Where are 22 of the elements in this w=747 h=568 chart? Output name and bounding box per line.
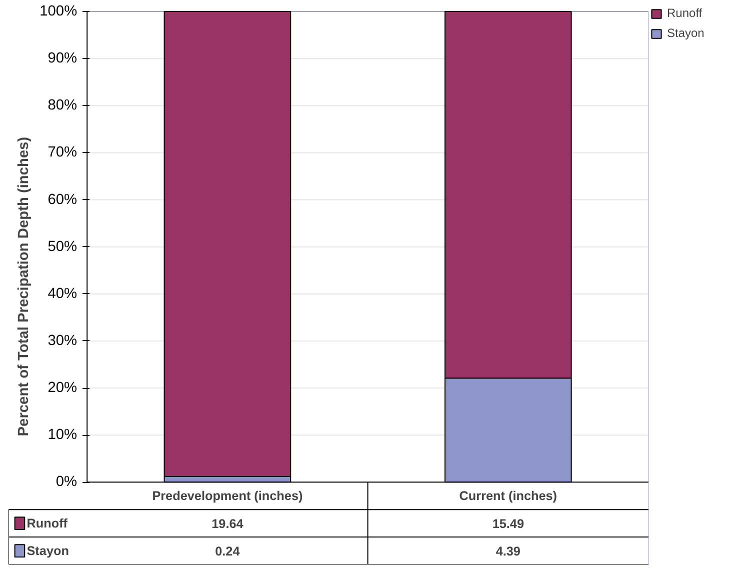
y-tick-label: 60%: [48, 192, 78, 208]
text: Runoff: [26, 516, 68, 530]
y-tick-label: 10%: [48, 427, 78, 444]
x-tick-label: Current (inches): [459, 488, 558, 503]
legend-label: Stayon: [26, 544, 69, 558]
y-tick-label: 0%: [56, 474, 78, 490]
text: Stayon: [667, 26, 704, 40]
text: 0.24: [215, 544, 240, 558]
y-tick-label: 100%: [40, 4, 78, 20]
y-tick-label: 30%: [48, 332, 78, 349]
y-tick-label: 40%: [48, 286, 78, 302]
text: 4.39: [496, 544, 520, 558]
y-tick-label: 50%: [48, 238, 78, 255]
text: 19.64: [212, 516, 244, 531]
legend-label: Runoff: [667, 6, 702, 20]
x-tick-label: Predevelopment (inches): [152, 488, 303, 503]
y-axis-title: Percent of Total Precipation Depth (inches): [16, 136, 32, 436]
y-tick-label: 90%: [48, 50, 78, 67]
y-tick-label: 80%: [48, 98, 78, 114]
y-tick-label: 20%: [48, 380, 78, 396]
y-tick-label: 70%: [48, 144, 78, 161]
text: 15.49: [492, 516, 524, 531]
